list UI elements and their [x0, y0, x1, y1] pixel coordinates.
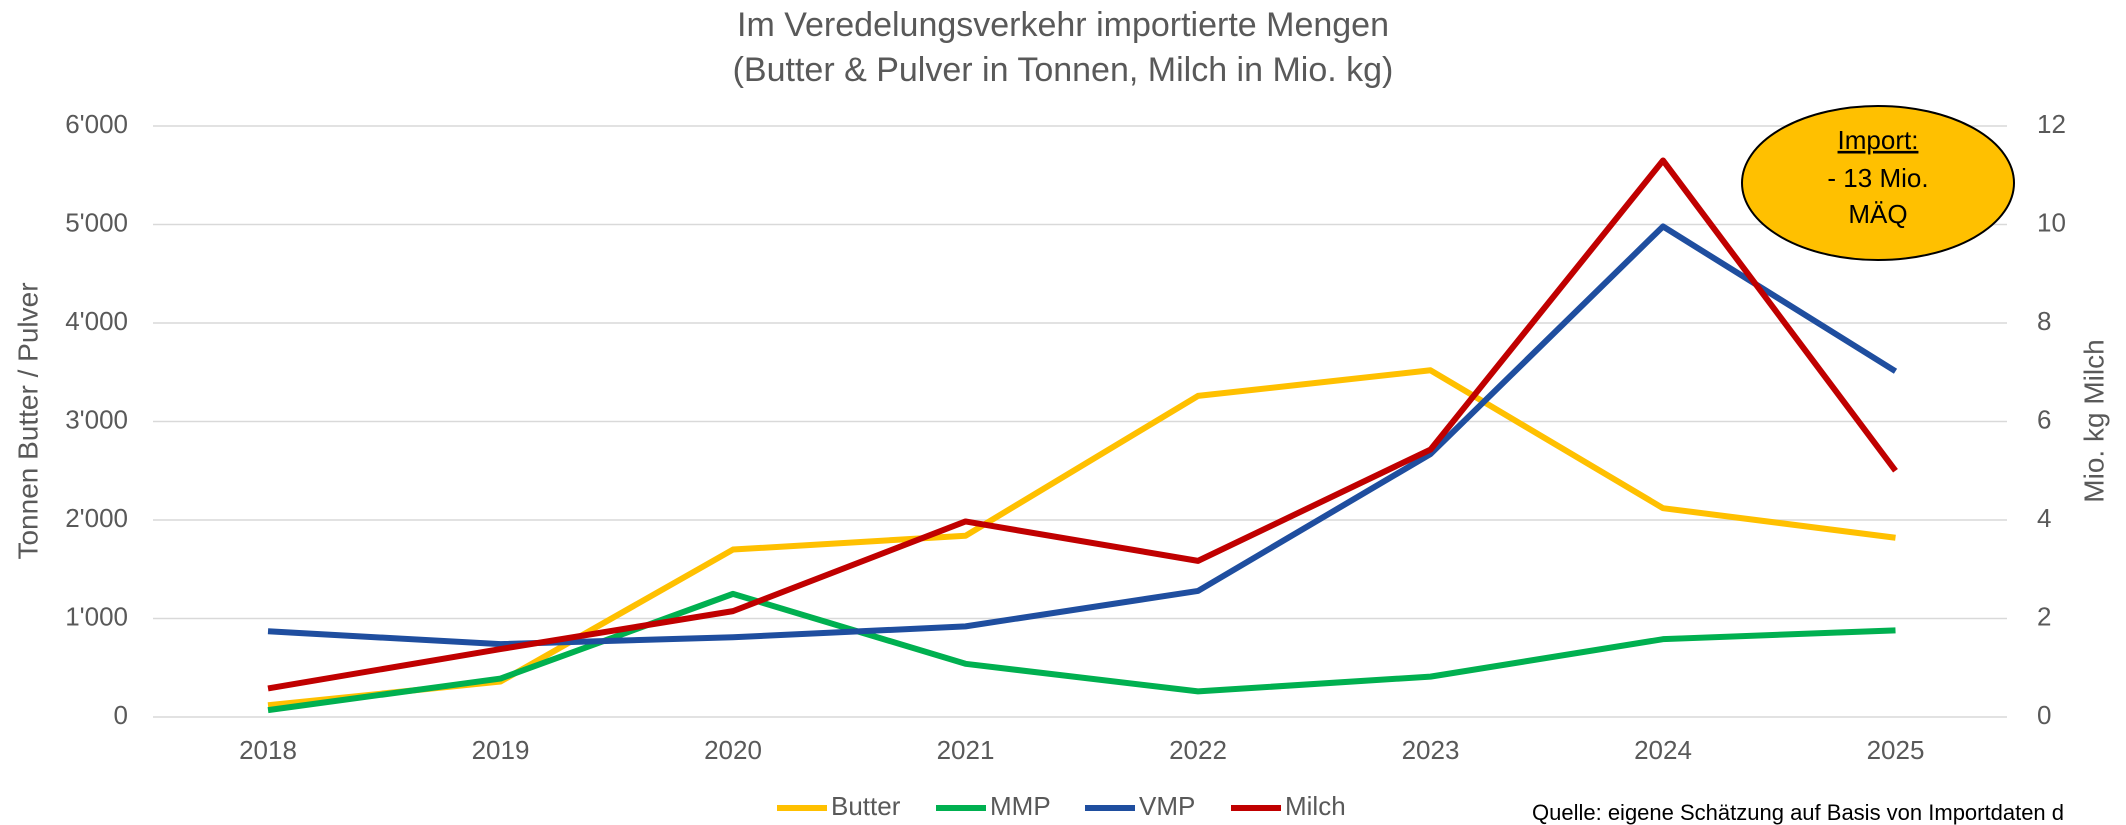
series-line	[267, 590, 1896, 714]
source-note: Quelle: eigene Schätzung auf Basis von I…	[1532, 800, 2064, 825]
x-tick-label: 2018	[239, 735, 297, 765]
x-tick-label: 2019	[472, 735, 530, 765]
y2-tick-label: 4	[2037, 503, 2051, 533]
x-tick-label: 2023	[1402, 735, 1460, 765]
y2-tick-label: 0	[2037, 700, 2051, 730]
legend-label: Milch	[1285, 791, 1346, 821]
y2-tick-label: 10	[2037, 207, 2066, 237]
y-tick-label: 3'000	[65, 404, 128, 434]
annotation-text: MÄQ	[1848, 199, 1907, 229]
y-tick-label: 5'000	[65, 207, 128, 237]
y-tick-label: 2'000	[65, 503, 128, 533]
x-tick-label: 2025	[1867, 735, 1925, 765]
series-line	[267, 223, 1898, 648]
y-tick-label: 4'000	[65, 306, 128, 336]
y-tick-label: 1'000	[65, 601, 128, 631]
chart-subtitle: (Butter & Pulver in Tonnen, Milch in Mio…	[733, 51, 1394, 89]
y2-tick-label: 6	[2037, 404, 2051, 434]
annotation-text: Import:	[1838, 125, 1919, 155]
annotation-bubble	[1741, 105, 2015, 261]
annotation-text: - 13 Mio.	[1827, 163, 1928, 193]
y2-tick-label: 12	[2037, 109, 2066, 139]
y2-tick-label: 2	[2037, 601, 2051, 631]
y2-axis-label: Mio. kg Milch	[2078, 339, 2109, 502]
y2-tick-label: 8	[2037, 306, 2051, 336]
y-tick-label: 6'000	[65, 109, 128, 139]
x-tick-label: 2024	[1634, 735, 1692, 765]
legend-label: MMP	[990, 791, 1051, 821]
chart-title: Im Veredelungsverkehr importierte Mengen	[737, 6, 1389, 44]
series-line	[267, 157, 1898, 692]
series-line	[267, 367, 1896, 709]
legend-label: VMP	[1139, 791, 1195, 821]
legend-item: Milch	[1231, 791, 1346, 821]
x-tick-label: 2022	[1169, 735, 1227, 765]
legend-label: Butter	[831, 791, 901, 821]
y-axis-label: Tonnen Butter / Pulver	[12, 282, 43, 559]
x-tick-label: 2020	[704, 735, 762, 765]
x-tick-label: 2021	[937, 735, 995, 765]
legend-item: Butter	[777, 791, 901, 821]
y-tick-label: 0	[114, 700, 128, 730]
legend-item: MMP	[936, 791, 1051, 821]
legend-item: VMP	[1085, 791, 1195, 821]
